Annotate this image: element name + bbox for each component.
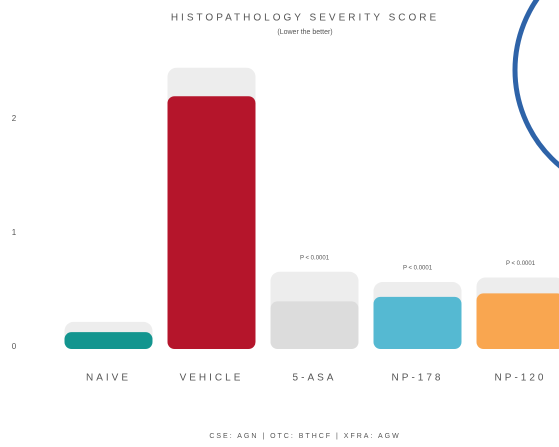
p-value: P < 0.0001 (300, 255, 330, 261)
bar (64, 332, 153, 349)
x-tick-label: NP-120 (495, 373, 547, 384)
y-tick-label: 1 (12, 228, 17, 237)
chart-title: HISTOPATHOLOGY SEVERITY SCORE (171, 13, 439, 24)
footer: CSE: AGN | OTC: BTHCF | XFRA: AGW (209, 433, 400, 440)
y-tick-label: 0 (12, 342, 17, 351)
p-value: P < 0.0001 (403, 266, 433, 272)
bar (373, 296, 462, 349)
y-tick-label: 2 (12, 114, 17, 123)
bar (270, 301, 359, 349)
x-tick-label: NAIVE (86, 373, 131, 384)
x-tick-label: NP-178 (392, 373, 444, 384)
p-value: P < 0.0001 (506, 261, 536, 267)
decorative-circle (512, 0, 559, 169)
chart-subtitle: (Lower the better) (277, 29, 332, 36)
x-tick-label: 5-ASA (293, 373, 337, 384)
bar (167, 96, 256, 349)
x-tick-label: VEHICLE (180, 373, 244, 384)
bar (476, 293, 559, 349)
